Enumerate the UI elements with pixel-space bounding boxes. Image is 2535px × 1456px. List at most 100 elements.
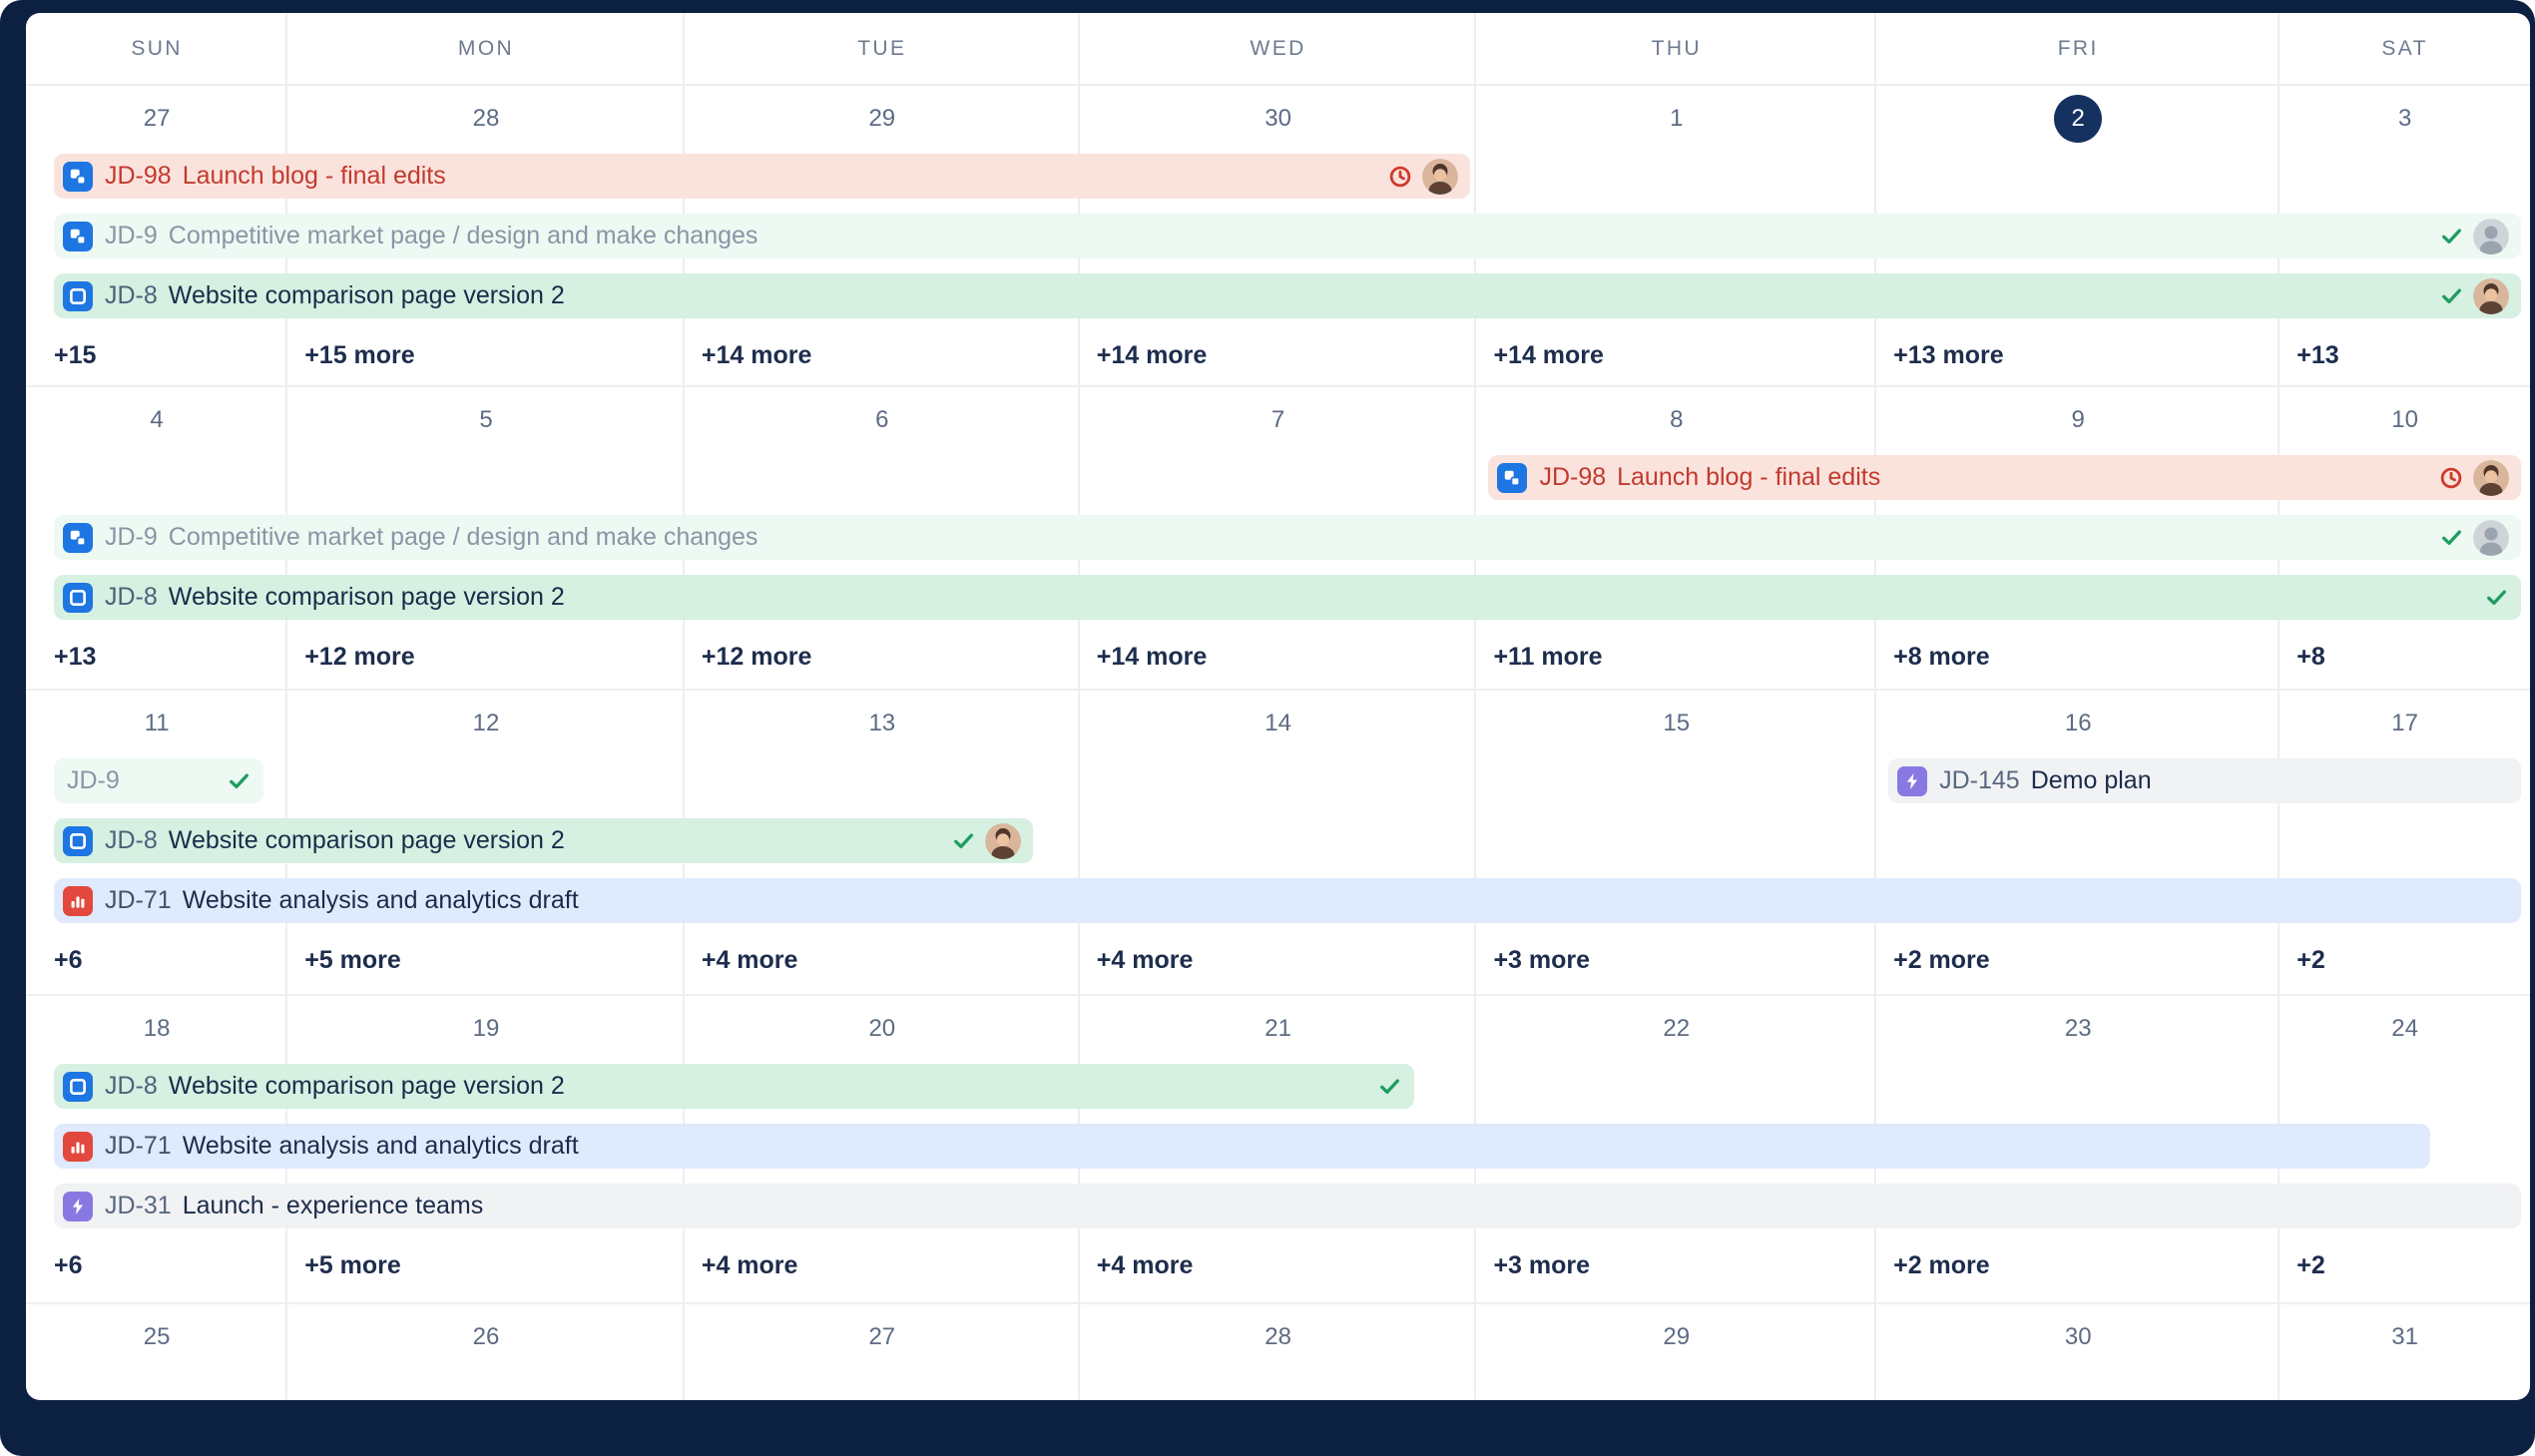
more-link[interactable]: +4 more: [701, 1251, 798, 1279]
week-row-5: 25 26 27 28 29 30 31: [26, 1302, 2530, 1400]
more-link[interactable]: +14 more: [1493, 341, 1604, 369]
overdue-clock-icon: [1387, 164, 1413, 190]
more-link[interactable]: +4 more: [1096, 946, 1194, 974]
date-cell: 9: [2071, 405, 2085, 433]
event-bar-jd-71[interactable]: JD-71 Website analysis and analytics dra…: [54, 1124, 2430, 1169]
event-bar-jd-9[interactable]: JD-9: [54, 758, 264, 803]
week-row-4: 18 19 20 21 22 23 24 JD-8 Website compar…: [26, 994, 2530, 1302]
issue-summary: Competitive market page / design and mak…: [168, 523, 759, 551]
issue-key: JD-9: [105, 523, 158, 551]
weekday-label-mon: MON: [457, 36, 515, 60]
event-bar-jd-9[interactable]: JD-9 Competitive market page / design an…: [54, 515, 2521, 560]
date-cell: 25: [143, 1322, 171, 1350]
more-link[interactable]: +14 more: [1096, 643, 1208, 671]
more-link[interactable]: +13 more: [1893, 341, 2004, 369]
task-icon: [63, 1071, 93, 1102]
more-link[interactable]: +3 more: [1493, 946, 1591, 974]
date-cell-today: 2: [1876, 94, 2280, 143]
issue-key: JD-8: [105, 583, 158, 611]
issue-summary: Launch blog - final edits: [1617, 463, 1881, 491]
more-link[interactable]: +13: [54, 643, 97, 671]
weekday-label-sat: SAT: [2381, 36, 2428, 60]
assignee-avatar: [2472, 459, 2509, 496]
issue-summary: Competitive market page / design and mak…: [168, 222, 759, 249]
today-badge: 2: [2054, 94, 2103, 143]
week-row-2: 4 5 6 7 8 9 10 JD-98 Launch blog - final…: [26, 385, 2530, 689]
more-link[interactable]: +6: [54, 1251, 83, 1279]
more-link[interactable]: +2 more: [1893, 946, 1990, 974]
date-cell: 29: [1663, 1322, 1691, 1350]
more-link[interactable]: +11 more: [1493, 643, 1603, 671]
event-bar-jd-71[interactable]: JD-71 Website analysis and analytics dra…: [54, 878, 2521, 923]
more-link[interactable]: +4 more: [701, 946, 798, 974]
issue-key: JD-9: [105, 222, 158, 249]
done-check-icon: [2484, 585, 2509, 610]
event-bar-jd-9[interactable]: JD-9 Competitive market page / design an…: [54, 214, 2521, 258]
issue-key: JD-145: [1939, 766, 2020, 794]
done-check-icon: [1377, 1074, 1402, 1099]
date-row: 25 26 27 28 29 30 31: [26, 1304, 2530, 1369]
date-row: 18 19 20 21 22 23 24: [26, 996, 2530, 1061]
issue-key: JD-8: [105, 281, 158, 309]
epic-icon: [63, 1191, 93, 1221]
more-link[interactable]: +13: [2296, 341, 2339, 369]
more-link[interactable]: +14 more: [1096, 341, 1208, 369]
more-row: +13 +12 more +12 more +14 more +11 more …: [26, 635, 2530, 680]
more-link[interactable]: +5 more: [304, 1251, 401, 1279]
date-cell: 6: [875, 405, 889, 433]
date-cell: 15: [1663, 709, 1691, 736]
date-cell: 17: [2391, 709, 2418, 736]
date-cell: 20: [868, 1014, 896, 1042]
date-cell: 18: [143, 1014, 171, 1042]
issue-key: JD-98: [1539, 463, 1607, 491]
issue-key: JD-8: [105, 826, 158, 854]
weekday-label-sun: SUN: [131, 36, 183, 60]
issue-summary: Website comparison page version 2: [168, 583, 565, 611]
more-link[interactable]: +2: [2296, 1251, 2325, 1279]
more-link[interactable]: +8 more: [1893, 643, 1990, 671]
issue-summary: Launch - experience teams: [182, 1192, 484, 1219]
event-bar-jd-98[interactable]: JD-98 Launch blog - final edits: [1488, 455, 2521, 500]
date-cell: 27: [143, 104, 171, 132]
more-link[interactable]: +14 more: [701, 341, 812, 369]
more-link[interactable]: +12 more: [701, 643, 812, 671]
more-link[interactable]: +15 more: [304, 341, 415, 369]
event-bar-jd-98[interactable]: JD-98 Launch blog - final edits: [54, 154, 1471, 199]
more-link[interactable]: +3 more: [1493, 1251, 1591, 1279]
date-row: 11 12 13 14 15 16 17: [26, 691, 2530, 755]
more-link[interactable]: +2 more: [1893, 1251, 1990, 1279]
event-bar-jd-8[interactable]: JD-8 Website comparison page version 2: [54, 575, 2521, 620]
subtask-icon: [63, 221, 93, 251]
event-bar-jd-145[interactable]: JD-145 Demo plan: [1888, 758, 2521, 803]
weekday-label-fri: FRI: [2057, 36, 2099, 60]
issue-summary: Website analysis and analytics draft: [182, 1132, 579, 1160]
more-link[interactable]: +5 more: [304, 946, 401, 974]
date-cell: 7: [1270, 405, 1285, 433]
subtask-icon: [63, 522, 93, 553]
more-link[interactable]: +15: [54, 341, 97, 369]
overdue-clock-icon: [2438, 465, 2464, 491]
event-bar-jd-8[interactable]: JD-8 Website comparison page version 2: [54, 273, 2521, 318]
date-cell: 22: [1663, 1014, 1691, 1042]
date-cell: 10: [2391, 405, 2418, 433]
event-bar-jd-8[interactable]: JD-8 Website comparison page version 2: [54, 818, 1033, 863]
issue-key: JD-98: [105, 162, 172, 190]
date-row: 27 28 29 30 1 2 3: [26, 86, 2530, 151]
more-link[interactable]: +12 more: [304, 643, 415, 671]
task-icon: [63, 825, 93, 856]
more-link[interactable]: +6: [54, 946, 83, 974]
done-check-icon: [2439, 283, 2464, 308]
event-bar-jd-8[interactable]: JD-8 Website comparison page version 2: [54, 1064, 1415, 1109]
more-link[interactable]: +4 more: [1096, 1251, 1194, 1279]
report-icon: [63, 885, 93, 916]
event-bar-jd-31[interactable]: JD-31 Launch - experience teams: [54, 1184, 2521, 1228]
weekday-label-tue: TUE: [857, 36, 907, 60]
more-link[interactable]: +2: [2296, 946, 2325, 974]
more-link[interactable]: +8: [2296, 643, 2325, 671]
weekday-label-thu: THU: [1651, 36, 1702, 60]
issue-key: JD-31: [105, 1192, 172, 1219]
issue-key: JD-71: [105, 886, 172, 914]
done-check-icon: [2439, 224, 2464, 248]
issue-key: JD-9: [67, 766, 120, 794]
